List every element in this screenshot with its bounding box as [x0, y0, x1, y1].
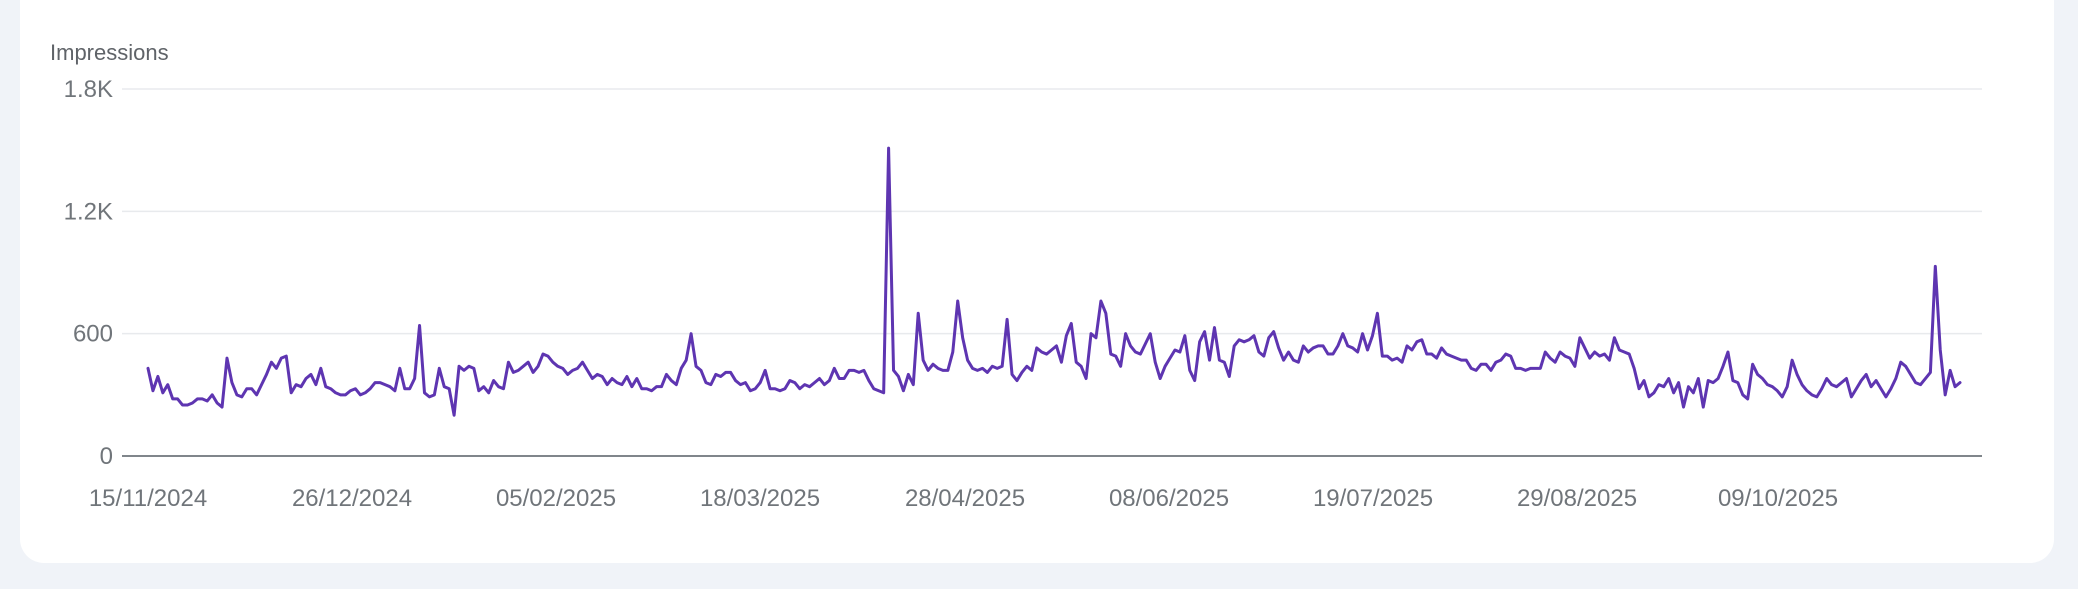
x-axis-ticks: 15/11/2024 26/12/2024 05/02/2025 18/03/2025… [89, 485, 1838, 512]
x-tick-label: 08/06/2025 [1109, 485, 1229, 512]
x-tick-label: 29/08/2025 [1517, 485, 1637, 512]
y-tick-label: 1.2K [64, 198, 113, 225]
x-tick-label: 05/02/2025 [496, 485, 616, 512]
y-axis-ticks: 0 600 1.2K 1.8K [64, 76, 113, 470]
x-tick-label: 28/04/2025 [905, 485, 1025, 512]
series-line-impressions [146, 146, 1962, 417]
series-layer [146, 146, 1962, 417]
chart-card [20, 0, 2054, 563]
x-tick-label: 18/03/2025 [700, 485, 820, 512]
grid-layer [122, 88, 1982, 457]
x-tick-label: 09/10/2025 [1718, 485, 1838, 512]
x-tick-label: 26/12/2024 [292, 485, 412, 512]
y-tick-label: 0 [100, 443, 113, 470]
x-tick-label: 15/11/2024 [89, 485, 207, 512]
metric-label: Impressions [50, 40, 169, 65]
x-tick-label: 19/07/2025 [1313, 485, 1433, 512]
y-tick-label: 600 [73, 321, 113, 348]
y-tick-label: 1.8K [64, 76, 113, 103]
